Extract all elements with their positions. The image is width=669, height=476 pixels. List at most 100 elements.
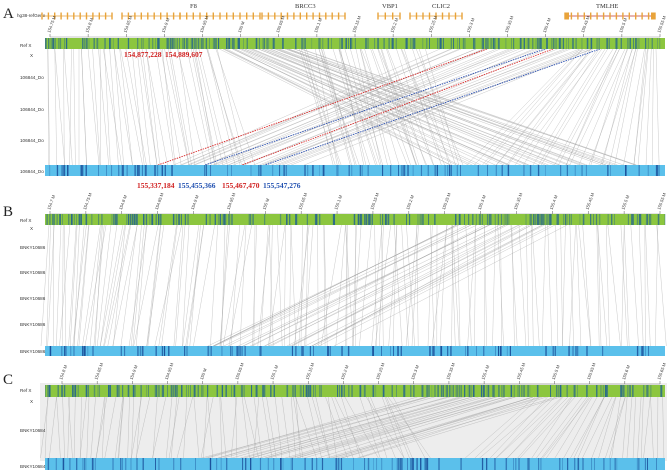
alignment-link bbox=[251, 396, 463, 459]
alignment-link bbox=[241, 396, 250, 459]
query-track-c-stripe bbox=[130, 458, 132, 470]
alignment-link bbox=[479, 396, 552, 459]
ref-track-a-stripe bbox=[505, 38, 507, 49]
alignment-link bbox=[304, 48, 593, 166]
alignment-link bbox=[207, 224, 460, 347]
query-track-b-stripe bbox=[348, 346, 350, 356]
ref-track-c-stripe bbox=[483, 385, 485, 397]
ref-track-a-stripe bbox=[591, 38, 592, 49]
alignment-link bbox=[286, 48, 592, 166]
alignment-link bbox=[280, 48, 602, 166]
ref-track-a-stripe bbox=[636, 38, 638, 49]
ref-track-c-stripe bbox=[446, 385, 448, 397]
query-track-b-stripe bbox=[397, 346, 399, 356]
ticks-panel-b: 154.7 M 154.75 M 154.8 M 154.85 M 154.9 M 154… bbox=[46, 192, 667, 215]
query-track-b-stripe bbox=[575, 346, 577, 356]
alignment-link bbox=[506, 48, 591, 166]
query-label-a-3: 106844_Do bbox=[20, 138, 44, 143]
alignment-link bbox=[655, 48, 660, 166]
ref-track-a-stripe bbox=[339, 38, 341, 49]
ref-track-a-stripe bbox=[540, 38, 542, 49]
alignment-link bbox=[131, 48, 145, 166]
ref-track-b-stripe bbox=[455, 214, 457, 225]
query-label-c-2: BNKY10684 bbox=[20, 464, 46, 469]
alignment-link bbox=[173, 224, 184, 347]
query-track-c-stripe bbox=[336, 458, 338, 470]
ref-track-a-stripe bbox=[482, 38, 484, 49]
ref-track-a-stripe bbox=[186, 38, 188, 49]
alignment-link bbox=[191, 48, 216, 166]
query-track-b-stripe bbox=[342, 346, 343, 356]
gene-exon bbox=[422, 12, 424, 20]
ref-track-b-stripe bbox=[368, 214, 370, 225]
alignment-link bbox=[514, 48, 602, 166]
query-track-a-stripe bbox=[412, 165, 414, 176]
ref-track-a-stripe bbox=[319, 38, 321, 49]
tick-label: 155.55 M bbox=[656, 192, 667, 211]
query-label-b-3: BNKY10686 bbox=[20, 296, 46, 301]
alignment-link bbox=[223, 48, 473, 166]
alignment-link bbox=[576, 224, 582, 347]
gene-exon bbox=[66, 12, 69, 20]
alignment-link bbox=[135, 396, 150, 459]
alignment-link bbox=[56, 224, 62, 347]
ref-track-c-stripe bbox=[442, 385, 444, 397]
alignment-link bbox=[136, 224, 147, 347]
query-track-b-stripe bbox=[124, 346, 126, 356]
tick-label: 155.6 M bbox=[621, 364, 631, 380]
alignment-link bbox=[623, 48, 645, 166]
alignment-link bbox=[206, 48, 242, 166]
alignment-link bbox=[207, 48, 236, 166]
panel-letter-a: A bbox=[3, 6, 14, 22]
alignment-link bbox=[630, 224, 639, 347]
ref-track-a-stripe bbox=[441, 38, 442, 49]
alignment-link bbox=[194, 48, 216, 166]
alignment-link bbox=[222, 224, 246, 347]
ref-track-a-stripe bbox=[345, 38, 347, 49]
ref-track-a-stripe bbox=[149, 38, 150, 49]
ref-track-c-stripe bbox=[61, 385, 62, 397]
ref-track-c-stripe bbox=[527, 385, 529, 397]
ref-track-b-stripe bbox=[379, 214, 381, 225]
ref-track-a-stripe bbox=[523, 38, 525, 49]
alignment-link bbox=[655, 224, 659, 347]
ref-track-a-stripe bbox=[558, 38, 561, 49]
alignment-link bbox=[609, 396, 626, 459]
ref-track-b-stripe bbox=[590, 214, 592, 225]
query-track-b-stripe bbox=[237, 346, 239, 356]
query-track-a-stripe bbox=[204, 165, 205, 176]
gene-exon bbox=[286, 12, 289, 20]
ref-track-b-stripe bbox=[151, 214, 153, 225]
ref-track-a-stripe bbox=[88, 38, 90, 49]
alignment-link bbox=[291, 224, 530, 347]
query-track-a-stripe bbox=[529, 165, 532, 176]
alignment-link bbox=[622, 396, 628, 459]
alignment-link bbox=[645, 48, 652, 166]
gene-exon bbox=[259, 12, 261, 20]
ref-track-c-stripe bbox=[255, 385, 257, 397]
ref-track-b-stripe bbox=[73, 214, 75, 225]
query-track-c-stripe bbox=[142, 458, 144, 470]
query-track-a-stripe bbox=[390, 165, 392, 176]
ref-track-a-stripe bbox=[422, 38, 424, 49]
tick-label: 155.4 M bbox=[542, 17, 552, 33]
alignment-link bbox=[342, 396, 558, 459]
gene-exon bbox=[121, 12, 123, 20]
ref-track-a-stripe bbox=[263, 38, 265, 49]
tick-label: 154.75 M bbox=[46, 15, 57, 34]
query-track-b-stripe bbox=[568, 346, 570, 356]
ref-track-b-stripe bbox=[132, 214, 134, 225]
query-track-b-stripe bbox=[440, 346, 443, 356]
ref-track-b-stripe bbox=[116, 214, 118, 225]
alignment-link bbox=[367, 396, 388, 459]
alignment-link bbox=[207, 48, 241, 166]
alignment-link bbox=[650, 396, 654, 459]
ref-track-b-stripe bbox=[557, 214, 559, 225]
query-track-c-stripe bbox=[311, 458, 313, 470]
alignment-link bbox=[474, 396, 540, 459]
ref-track-b-stripe bbox=[286, 214, 288, 225]
ref-track-c-stripe bbox=[134, 385, 136, 397]
alignment-link bbox=[474, 48, 583, 166]
alignment-link bbox=[569, 48, 626, 166]
alignment-link bbox=[47, 48, 50, 166]
